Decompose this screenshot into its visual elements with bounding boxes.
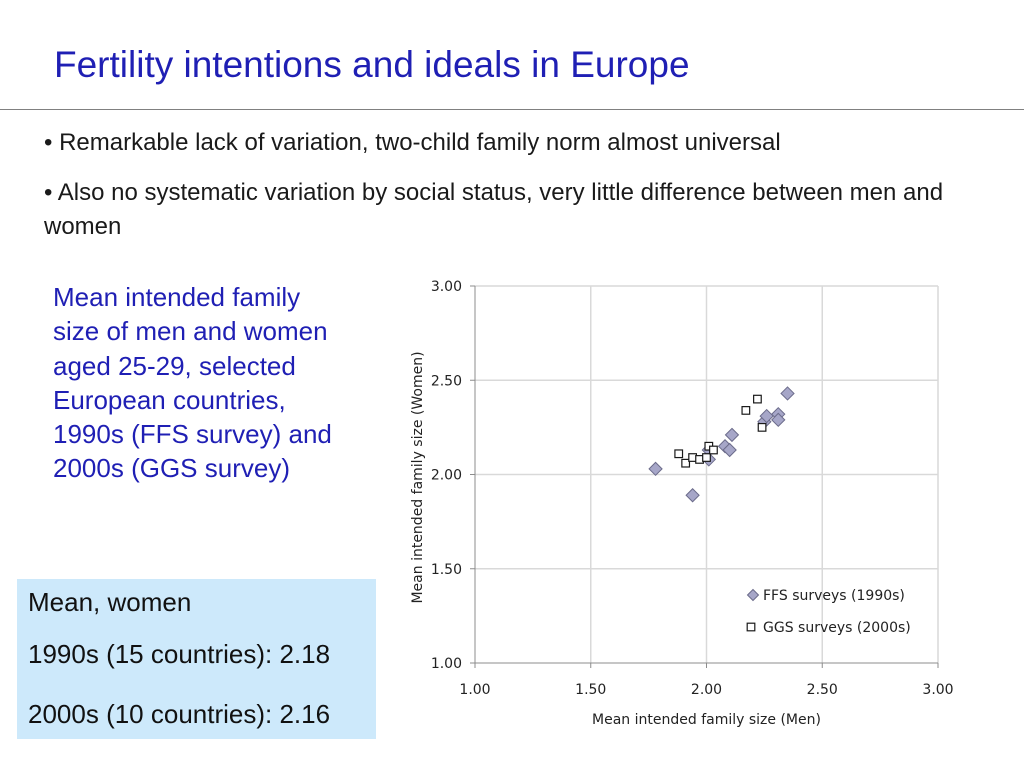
chart-legend: FFS surveys (1990s) GGS surveys (2000s)	[746, 588, 911, 636]
mean-2000s-line: 2000s (10 countries): 2.16	[28, 699, 331, 729]
mean-women-box: Mean, women 1990s (15 countries): 2.18 2…	[17, 579, 376, 739]
x-axis-label: Mean intended family size (Men)	[592, 712, 821, 728]
ffs-point	[722, 442, 737, 458]
chart-points	[648, 386, 795, 503]
ffs-point	[780, 386, 795, 401]
y-tick-label: 1.00	[431, 656, 462, 672]
x-tick-label: 1.00	[459, 682, 490, 698]
legend-ffs-marker	[746, 588, 760, 602]
ggs-point	[702, 453, 711, 462]
chart-gridlines	[475, 285, 939, 663]
ggs-point	[674, 449, 684, 459]
legend-ffs-label: FFS surveys (1990s)	[763, 588, 905, 604]
ffs-point	[685, 488, 700, 503]
title-divider	[0, 109, 1024, 110]
ffs-point	[759, 408, 774, 424]
y-tick-label: 1.50	[431, 562, 462, 578]
x-tick-label: 3.00	[922, 682, 953, 698]
y-tick-label: 2.50	[431, 373, 462, 389]
chart-tick-labels: 1.00 1.50 2.00 2.50 3.00 1.00 1.50 2.00 2.50 3.00	[431, 279, 954, 698]
ggs-point	[753, 394, 762, 404]
legend-ggs-square	[746, 622, 756, 632]
ffs-point	[648, 461, 663, 477]
legend-ffs-diamond	[746, 588, 760, 602]
y-axis-label: Mean intended family size (Women)	[410, 351, 426, 603]
chart-caption: Mean intended family size of men and wom…	[53, 282, 332, 484]
slide-title: Fertility intentions and ideals in Europ…	[54, 44, 690, 85]
ffs-point	[771, 412, 786, 428]
ggs-point	[757, 422, 767, 432]
ffs-point	[724, 427, 740, 443]
bullet-point-social-status: • Also no systematic variation by social…	[44, 179, 944, 240]
y-tick-label: 3.00	[431, 279, 462, 295]
ggs-point	[741, 406, 751, 415]
x-tick-label: 2.00	[691, 682, 722, 698]
x-tick-label: 1.50	[575, 682, 606, 698]
mean-women-heading: Mean, women	[28, 587, 192, 617]
bullet-point-variation: • Remarkable lack of variation, two-chil…	[44, 129, 781, 156]
ggs-point	[681, 458, 691, 468]
legend-ggs-label: GGS surveys (2000s)	[763, 620, 911, 636]
y-tick-label: 2.00	[431, 468, 462, 484]
mean-1990s-line: 1990s (15 countries): 2.18	[28, 639, 331, 669]
ggs-point	[709, 445, 718, 455]
legend-ggs-marker	[746, 622, 756, 632]
x-tick-label: 2.50	[807, 682, 838, 698]
